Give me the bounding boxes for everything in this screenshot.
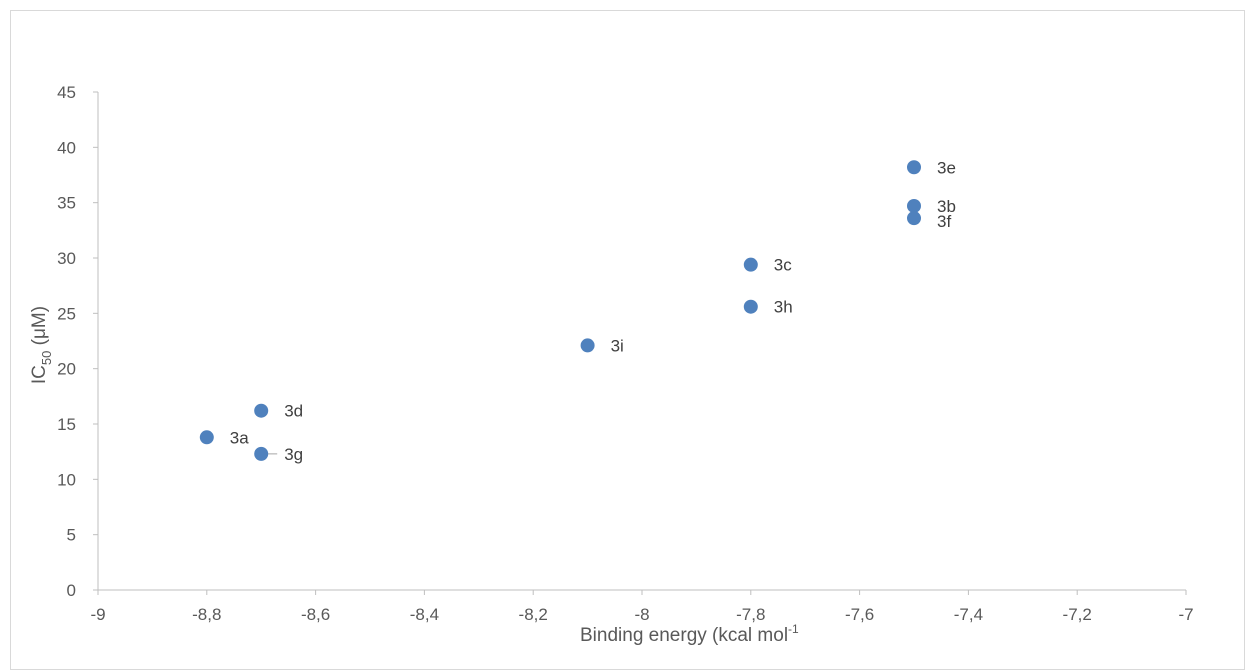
data-point-3c <box>743 257 758 272</box>
point-label-3c: 3c <box>774 256 792 275</box>
y-tick-label: 20 <box>57 360 76 379</box>
data-point-3d <box>254 403 269 418</box>
x-tick-label: -7 <box>1178 605 1193 624</box>
point-label-3h: 3h <box>774 298 793 317</box>
point-label-3f: 3f <box>937 212 951 231</box>
point-labels: 3a 3b 3c 3d 3e 3f 3g 3h 3i <box>230 158 956 464</box>
y-tick-label: 25 <box>57 304 76 323</box>
axes <box>93 91 1187 595</box>
x-axis-title: Binding energy (kcal mol-1 <box>580 622 799 646</box>
y-tick-label: 15 <box>57 415 76 434</box>
point-label-3a: 3a <box>230 428 249 447</box>
data-point-3f <box>907 211 921 226</box>
y-tick-label: 10 <box>57 470 76 489</box>
y-tick-label: 5 <box>67 526 76 545</box>
data-points <box>199 160 921 461</box>
y-tick-label: 40 <box>57 138 76 157</box>
y-tick-label: 35 <box>57 194 76 213</box>
point-label-3d: 3d <box>284 402 303 421</box>
x-tick-label: -8 <box>634 605 649 624</box>
x-tick-label: -8,6 <box>301 605 330 624</box>
point-label-3b: 3b <box>937 197 956 216</box>
y-tick-label: 0 <box>67 581 76 600</box>
x-tick-label: -8,2 <box>519 605 548 624</box>
x-tick-label: -7,6 <box>845 605 874 624</box>
data-point-3b <box>907 198 921 213</box>
point-label-3i: 3i <box>611 336 624 355</box>
y-tick-label: 45 <box>57 83 76 102</box>
y-tick-label: 30 <box>57 249 76 268</box>
data-point-3e <box>907 160 921 175</box>
scatter-chart: -9 -8,8 -8,6 -8,4 -8,2 -8 -7,8 -7,6 -7,4 -7,2 -7 0… <box>29 83 1194 646</box>
y-axis-title: IC50 (μM) <box>29 306 54 384</box>
x-tick-label: -8,8 <box>192 605 221 624</box>
data-point-3h <box>743 299 758 314</box>
point-label-3e: 3e <box>937 158 956 177</box>
x-tick-label: -9 <box>90 605 105 624</box>
y-tick-labels: 0 5 10 15 20 25 30 35 40 45 <box>57 83 76 600</box>
data-point-3g <box>254 446 269 461</box>
x-tick-label: -7,4 <box>954 605 983 624</box>
x-tick-label: -8,4 <box>410 605 439 624</box>
data-point-3a <box>199 430 214 445</box>
x-tick-label: -7,8 <box>736 605 765 624</box>
point-label-3g: 3g <box>284 445 303 464</box>
data-point-3i <box>580 338 595 353</box>
x-tick-labels: -9 -8,8 -8,6 -8,4 -8,2 -8 -7,8 -7,6 -7,4 -7,2 -7 <box>90 605 1193 624</box>
x-tick-label: -7,2 <box>1063 605 1092 624</box>
